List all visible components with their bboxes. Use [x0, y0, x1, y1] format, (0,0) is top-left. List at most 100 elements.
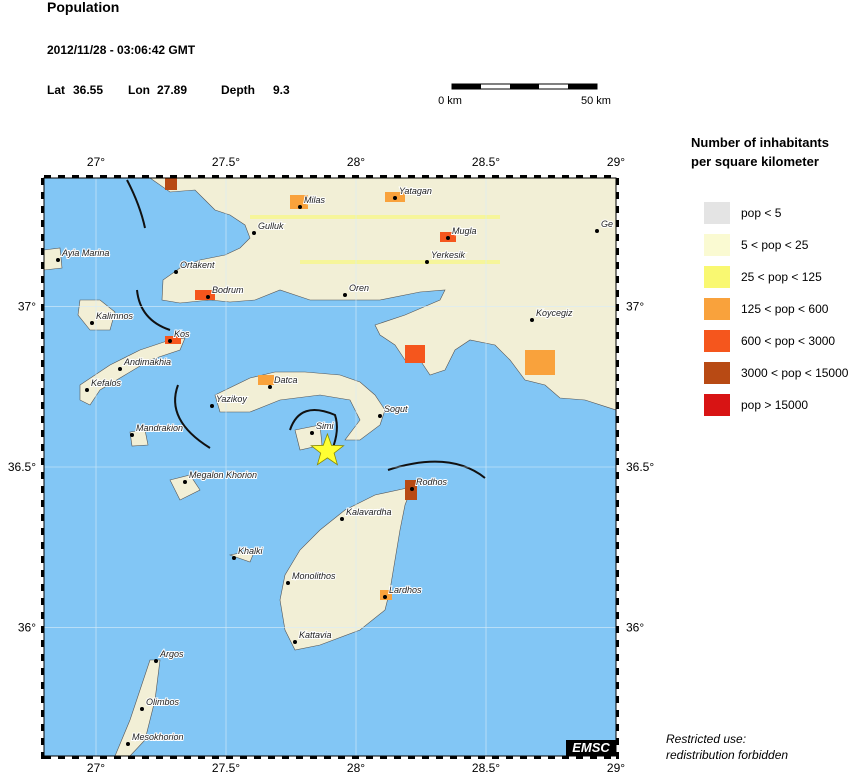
frame-dash [41, 696, 44, 703]
frame-dash [128, 175, 135, 178]
frame-dash [41, 458, 44, 465]
frame-dash [41, 276, 44, 283]
frame-dash [41, 402, 44, 409]
city-dot [410, 487, 414, 491]
city-label: Simi [316, 421, 334, 431]
x-tick-label: 28.5° [472, 155, 500, 169]
frame-dash [616, 500, 619, 507]
frame-dash [616, 262, 619, 269]
frame-dash [616, 486, 619, 493]
footer: Restricted use: [666, 732, 746, 746]
frame-dash [464, 175, 471, 178]
land [44, 178, 616, 756]
frame-dash [616, 248, 619, 255]
frame-dash [616, 752, 619, 759]
frame-dash [198, 756, 205, 759]
frame-dash [576, 175, 583, 178]
frame-dash [254, 175, 261, 178]
city-label: Monolithos [292, 571, 336, 581]
city-label: Rodhos [416, 477, 448, 487]
legend-label: 3000 < pop < 15000 [741, 366, 849, 380]
frame-dash [616, 374, 619, 381]
frame-dash [41, 612, 44, 619]
city-label: Sogut [384, 404, 408, 414]
frame-dash [616, 528, 619, 535]
frame-dash [616, 360, 619, 367]
frame-dash [590, 756, 597, 759]
frame-dash [44, 756, 51, 759]
y-tick-label: 37° [18, 299, 36, 313]
city-label: Khalki [238, 546, 264, 556]
frame-dash [41, 738, 44, 745]
frame-dash [41, 710, 44, 717]
frame-dash [394, 756, 401, 759]
frame-dash [41, 528, 44, 535]
x-tick-label: 29° [607, 155, 625, 169]
frame-dash [616, 640, 619, 647]
city-dot [268, 385, 272, 389]
map-frame [43, 177, 617, 757]
frame-dash [548, 175, 555, 178]
frame-dash [41, 724, 44, 731]
x-tick-label: 27.5° [212, 155, 240, 169]
frame-dash [534, 756, 541, 759]
frame-dash [156, 175, 163, 178]
city-dot [595, 229, 599, 233]
city-dot [206, 295, 210, 299]
frame-dash [142, 756, 149, 759]
city-label: Mandrakion [136, 423, 183, 433]
frame-dash [492, 756, 499, 759]
legend-swatch [704, 202, 730, 224]
frame-dash [478, 175, 485, 178]
frame-dash [156, 756, 163, 759]
scale-start: 0 km [438, 95, 462, 107]
city-dot [378, 414, 382, 418]
frame-dash [616, 514, 619, 521]
frame-dash [436, 175, 443, 178]
frame-dash [380, 756, 387, 759]
frame-dash [324, 175, 331, 178]
frame-dash [114, 756, 121, 759]
frame-dash [616, 570, 619, 577]
footer: redistribution forbidden [666, 748, 788, 762]
frame-dash [41, 290, 44, 297]
frame-dash [352, 756, 359, 759]
lat: 36.55 [73, 83, 103, 97]
frame-dash [590, 175, 597, 178]
city-label: Yazikoy [216, 394, 247, 404]
frame-dash [41, 752, 44, 759]
city-dot [530, 318, 534, 322]
city-label: Kos [174, 329, 190, 339]
city-dot [140, 707, 144, 711]
frame-dash [41, 626, 44, 633]
frame-dash [450, 175, 457, 178]
frame-dash [58, 756, 65, 759]
scale-bar [451, 83, 598, 90]
x-tick-label: 28.5° [472, 761, 500, 775]
legend-swatch [704, 266, 730, 288]
city-dot [310, 431, 314, 435]
city-dot [168, 339, 172, 343]
frame-dash [72, 175, 79, 178]
frame-dash [41, 556, 44, 563]
city-dot [340, 517, 344, 521]
frame-dash [616, 668, 619, 675]
city-label: Mesokhorion [132, 732, 184, 742]
badge: EMSC [572, 740, 610, 755]
frame-dash [72, 756, 79, 759]
frame-dash [616, 542, 619, 549]
frame-dash [616, 402, 619, 409]
frame-dash [366, 756, 373, 759]
frame-dash [170, 756, 177, 759]
frame-dash [41, 444, 44, 451]
city-dot [56, 258, 60, 262]
city-label: Ge [601, 219, 613, 229]
depth-label: Depth [221, 83, 255, 97]
frame-dash [184, 175, 191, 178]
frame-dash [534, 175, 541, 178]
frame-dash [41, 598, 44, 605]
city-label: Kattavia [299, 630, 332, 640]
legend-label: pop < 5 [741, 206, 782, 220]
frame-dash [408, 175, 415, 178]
y-tick-label: 36° [18, 621, 36, 635]
